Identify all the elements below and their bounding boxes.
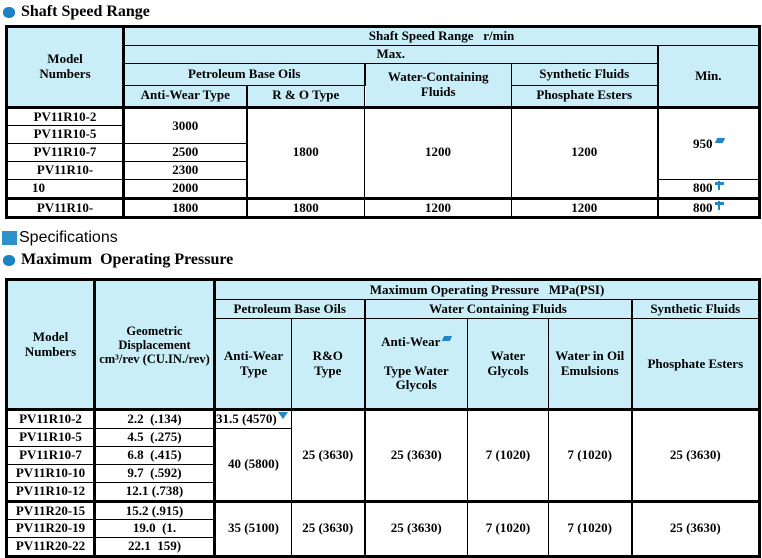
value-cell: 1200 bbox=[511, 105, 658, 199]
model-cell: 10 bbox=[6, 179, 125, 199]
value-cell: 35 (5100) bbox=[214, 499, 292, 557]
model-cell: PV11R10-7 bbox=[6, 143, 125, 163]
value-cell: 7 (1020) bbox=[548, 408, 633, 502]
value-cell: 22.1 159) bbox=[94, 537, 216, 557]
header-cell-aw-water-glycols: Anti-Wear Type Water Glycols bbox=[364, 318, 468, 411]
header-cell-range-unit: Shaft Speed Range r/min bbox=[122, 26, 761, 46]
value-cell-min: 950 bbox=[656, 105, 761, 181]
value-cell-min: 800 bbox=[656, 196, 761, 219]
value-cell: 25 (3630) bbox=[364, 408, 468, 502]
value-cell: 7 (1020) bbox=[467, 499, 549, 557]
header-cell-displacement: Geometric Displacement cm³/rev (CU.IN./r… bbox=[94, 279, 216, 411]
round-bullet-icon bbox=[3, 254, 15, 266]
model-cell: PV11R20-22 bbox=[6, 537, 96, 557]
header-cell-water-glycols: Water Glycols bbox=[467, 318, 549, 411]
value-cell: 31.5 (4570) bbox=[214, 408, 292, 430]
flag-marker-icon bbox=[442, 335, 453, 341]
header-cell-model: Model Numbers bbox=[6, 279, 96, 411]
header-cell-ro: R & O Type bbox=[246, 84, 365, 108]
section-title: Specifications bbox=[19, 229, 118, 247]
value-cell: 3000 bbox=[123, 105, 248, 145]
flag-marker-icon bbox=[714, 137, 725, 143]
section-heading-specifications: Specifications bbox=[2, 229, 762, 247]
value-cell: 7 (1020) bbox=[548, 499, 633, 557]
value-cell: 19.0 (1. bbox=[94, 519, 216, 539]
header-cell-synthetic: Synthetic Fluids bbox=[511, 62, 658, 86]
header-cell-petroleum: Petroleum Base Oils bbox=[214, 299, 366, 320]
value-cell: 1200 bbox=[364, 105, 512, 199]
header-cell-phosphate: Phosphate Esters bbox=[630, 318, 761, 411]
header-cell-water: Water-Containing Fluids bbox=[364, 62, 512, 108]
header-cell-ro: R&O Type bbox=[291, 318, 366, 411]
model-cell: PV11R10-2 bbox=[6, 408, 96, 430]
header-cell-synthetic: Synthetic Fluids bbox=[630, 299, 761, 320]
value-cell: 6.8 (.415) bbox=[94, 446, 216, 466]
value-cell: 25 (3630) bbox=[364, 499, 468, 557]
value-cell: 25 (3630) bbox=[630, 408, 761, 502]
square-bullet-icon bbox=[2, 231, 17, 246]
value-cell: 1200 bbox=[511, 196, 658, 219]
header-cell-model: Model Numbers bbox=[6, 26, 125, 108]
shaft-speed-table: Model Numbers Shaft Speed Range r/min Ma… bbox=[5, 25, 762, 220]
model-cell: PV11R10-5 bbox=[6, 428, 96, 448]
model-cell: PV11R20-15 bbox=[6, 499, 96, 521]
model-cell: PV11R20-19 bbox=[6, 519, 96, 539]
value-cell: 4.5 (.275) bbox=[94, 428, 216, 448]
value-cell: 2500 bbox=[123, 143, 248, 163]
model-cell: PV11R10- bbox=[6, 161, 125, 181]
min-value: 950 bbox=[693, 135, 713, 151]
value-cell: 25 (3630) bbox=[291, 499, 366, 557]
value-cell: 7 (1020) bbox=[467, 408, 549, 502]
value-cell: 12.1 (.738) bbox=[94, 482, 216, 502]
value-cell: 1800 bbox=[246, 196, 365, 219]
value-cell: 2300 bbox=[123, 161, 248, 181]
value-cell: 2000 bbox=[123, 179, 248, 199]
value-cell: 9.7 (.592) bbox=[94, 464, 216, 484]
header-text: Type Water Glycols bbox=[383, 362, 449, 393]
value-cell: 1200 bbox=[364, 196, 512, 219]
section-title: Maximum Operating Pressure bbox=[21, 251, 234, 269]
value-cell: 25 (3630) bbox=[630, 499, 761, 557]
header-cell-title-unit: Maximum Operating Pressure MPa(PSI) bbox=[213, 279, 761, 301]
header-cell-water-oil: Water in Oil Emulsions bbox=[548, 318, 633, 411]
header-cell-anti-wear: Anti-Wear Type bbox=[214, 318, 292, 411]
cross-marker-icon bbox=[714, 201, 724, 210]
section-heading-shaft-speed: Shaft Speed Range bbox=[3, 3, 762, 21]
pressure-table: Model Numbers Geometric Displacement cm³… bbox=[5, 278, 762, 558]
cross-marker-icon bbox=[714, 181, 724, 191]
model-cell: PV11R10-7 bbox=[6, 446, 96, 466]
header-cell-min: Min. bbox=[656, 45, 761, 108]
header-cell-anti-wear: Anti-Wear Type bbox=[123, 84, 248, 108]
round-bullet-icon bbox=[3, 6, 15, 18]
section-heading-max-pressure: Maximum Operating Pressure bbox=[3, 251, 762, 269]
value-cell: 15.2 (.915) bbox=[94, 499, 216, 521]
header-cell-phosphate: Phosphate Esters bbox=[511, 84, 658, 108]
header-cell-petroleum: Petroleum Base Oils bbox=[123, 62, 366, 86]
min-value: 800 bbox=[693, 180, 713, 196]
model-cell: PV11R10-2 bbox=[6, 105, 125, 127]
model-cell: PV11R10- bbox=[6, 196, 125, 219]
model-cell: PV11R10-10 bbox=[6, 464, 96, 484]
header-cell-max: Max. bbox=[123, 45, 658, 64]
min-value: 800 bbox=[693, 199, 713, 215]
section-title: Shaft Speed Range bbox=[21, 3, 150, 20]
value-cell-min: 800 bbox=[656, 179, 761, 199]
model-cell: PV11R10-12 bbox=[6, 482, 96, 502]
header-cell-water: Water Containing Fluids bbox=[364, 299, 633, 320]
triangle-marker-icon bbox=[277, 412, 288, 420]
header-text: Anti-Wear bbox=[381, 333, 441, 349]
value-cell: 40 (5800) bbox=[214, 428, 292, 502]
model-cell: PV11R10-5 bbox=[6, 125, 125, 145]
pressure-value: 31.5 (4570) bbox=[216, 411, 277, 427]
value-cell: 25 (3630) bbox=[291, 408, 366, 502]
value-cell: 1800 bbox=[123, 196, 248, 219]
value-cell: 1800 bbox=[246, 105, 365, 199]
value-cell: 2.2 (.134) bbox=[94, 408, 216, 430]
header-line: Anti-Wear bbox=[368, 333, 466, 350]
